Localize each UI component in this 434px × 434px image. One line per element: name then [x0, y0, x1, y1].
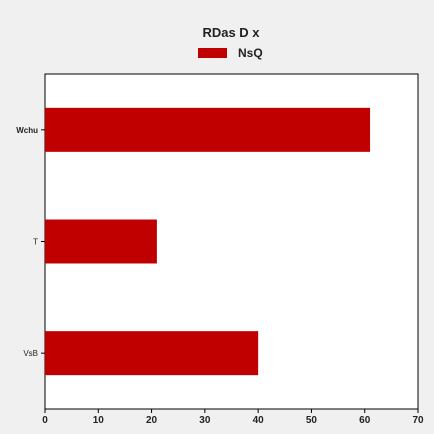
bar-vsb	[45, 331, 259, 376]
y-axis-ticks: Wchu T VsB	[16, 126, 45, 358]
legend-swatch	[198, 48, 227, 58]
x-tick-label: 30	[199, 415, 211, 426]
x-tick-label: 10	[93, 415, 105, 426]
x-tick-label: 70	[412, 415, 424, 426]
x-tick-label: 50	[306, 415, 318, 426]
y-tick-label: T	[33, 238, 38, 247]
x-tick-label: 0	[42, 415, 48, 426]
bar-wchu	[45, 107, 371, 152]
x-axis-ticks: 0 10 20 30 40 50 60 70	[42, 409, 424, 426]
legend: NsQ	[198, 46, 263, 60]
chart-title: RDas D x	[202, 25, 260, 40]
bar-t	[45, 219, 157, 264]
y-tick-label: VsB	[23, 349, 38, 358]
y-tick-label: Wchu	[16, 126, 38, 135]
x-tick-label: 40	[253, 415, 265, 426]
x-tick-label: 20	[146, 415, 158, 426]
x-tick-label: 60	[359, 415, 371, 426]
bars-group	[45, 107, 371, 376]
legend-label: NsQ	[238, 46, 263, 60]
